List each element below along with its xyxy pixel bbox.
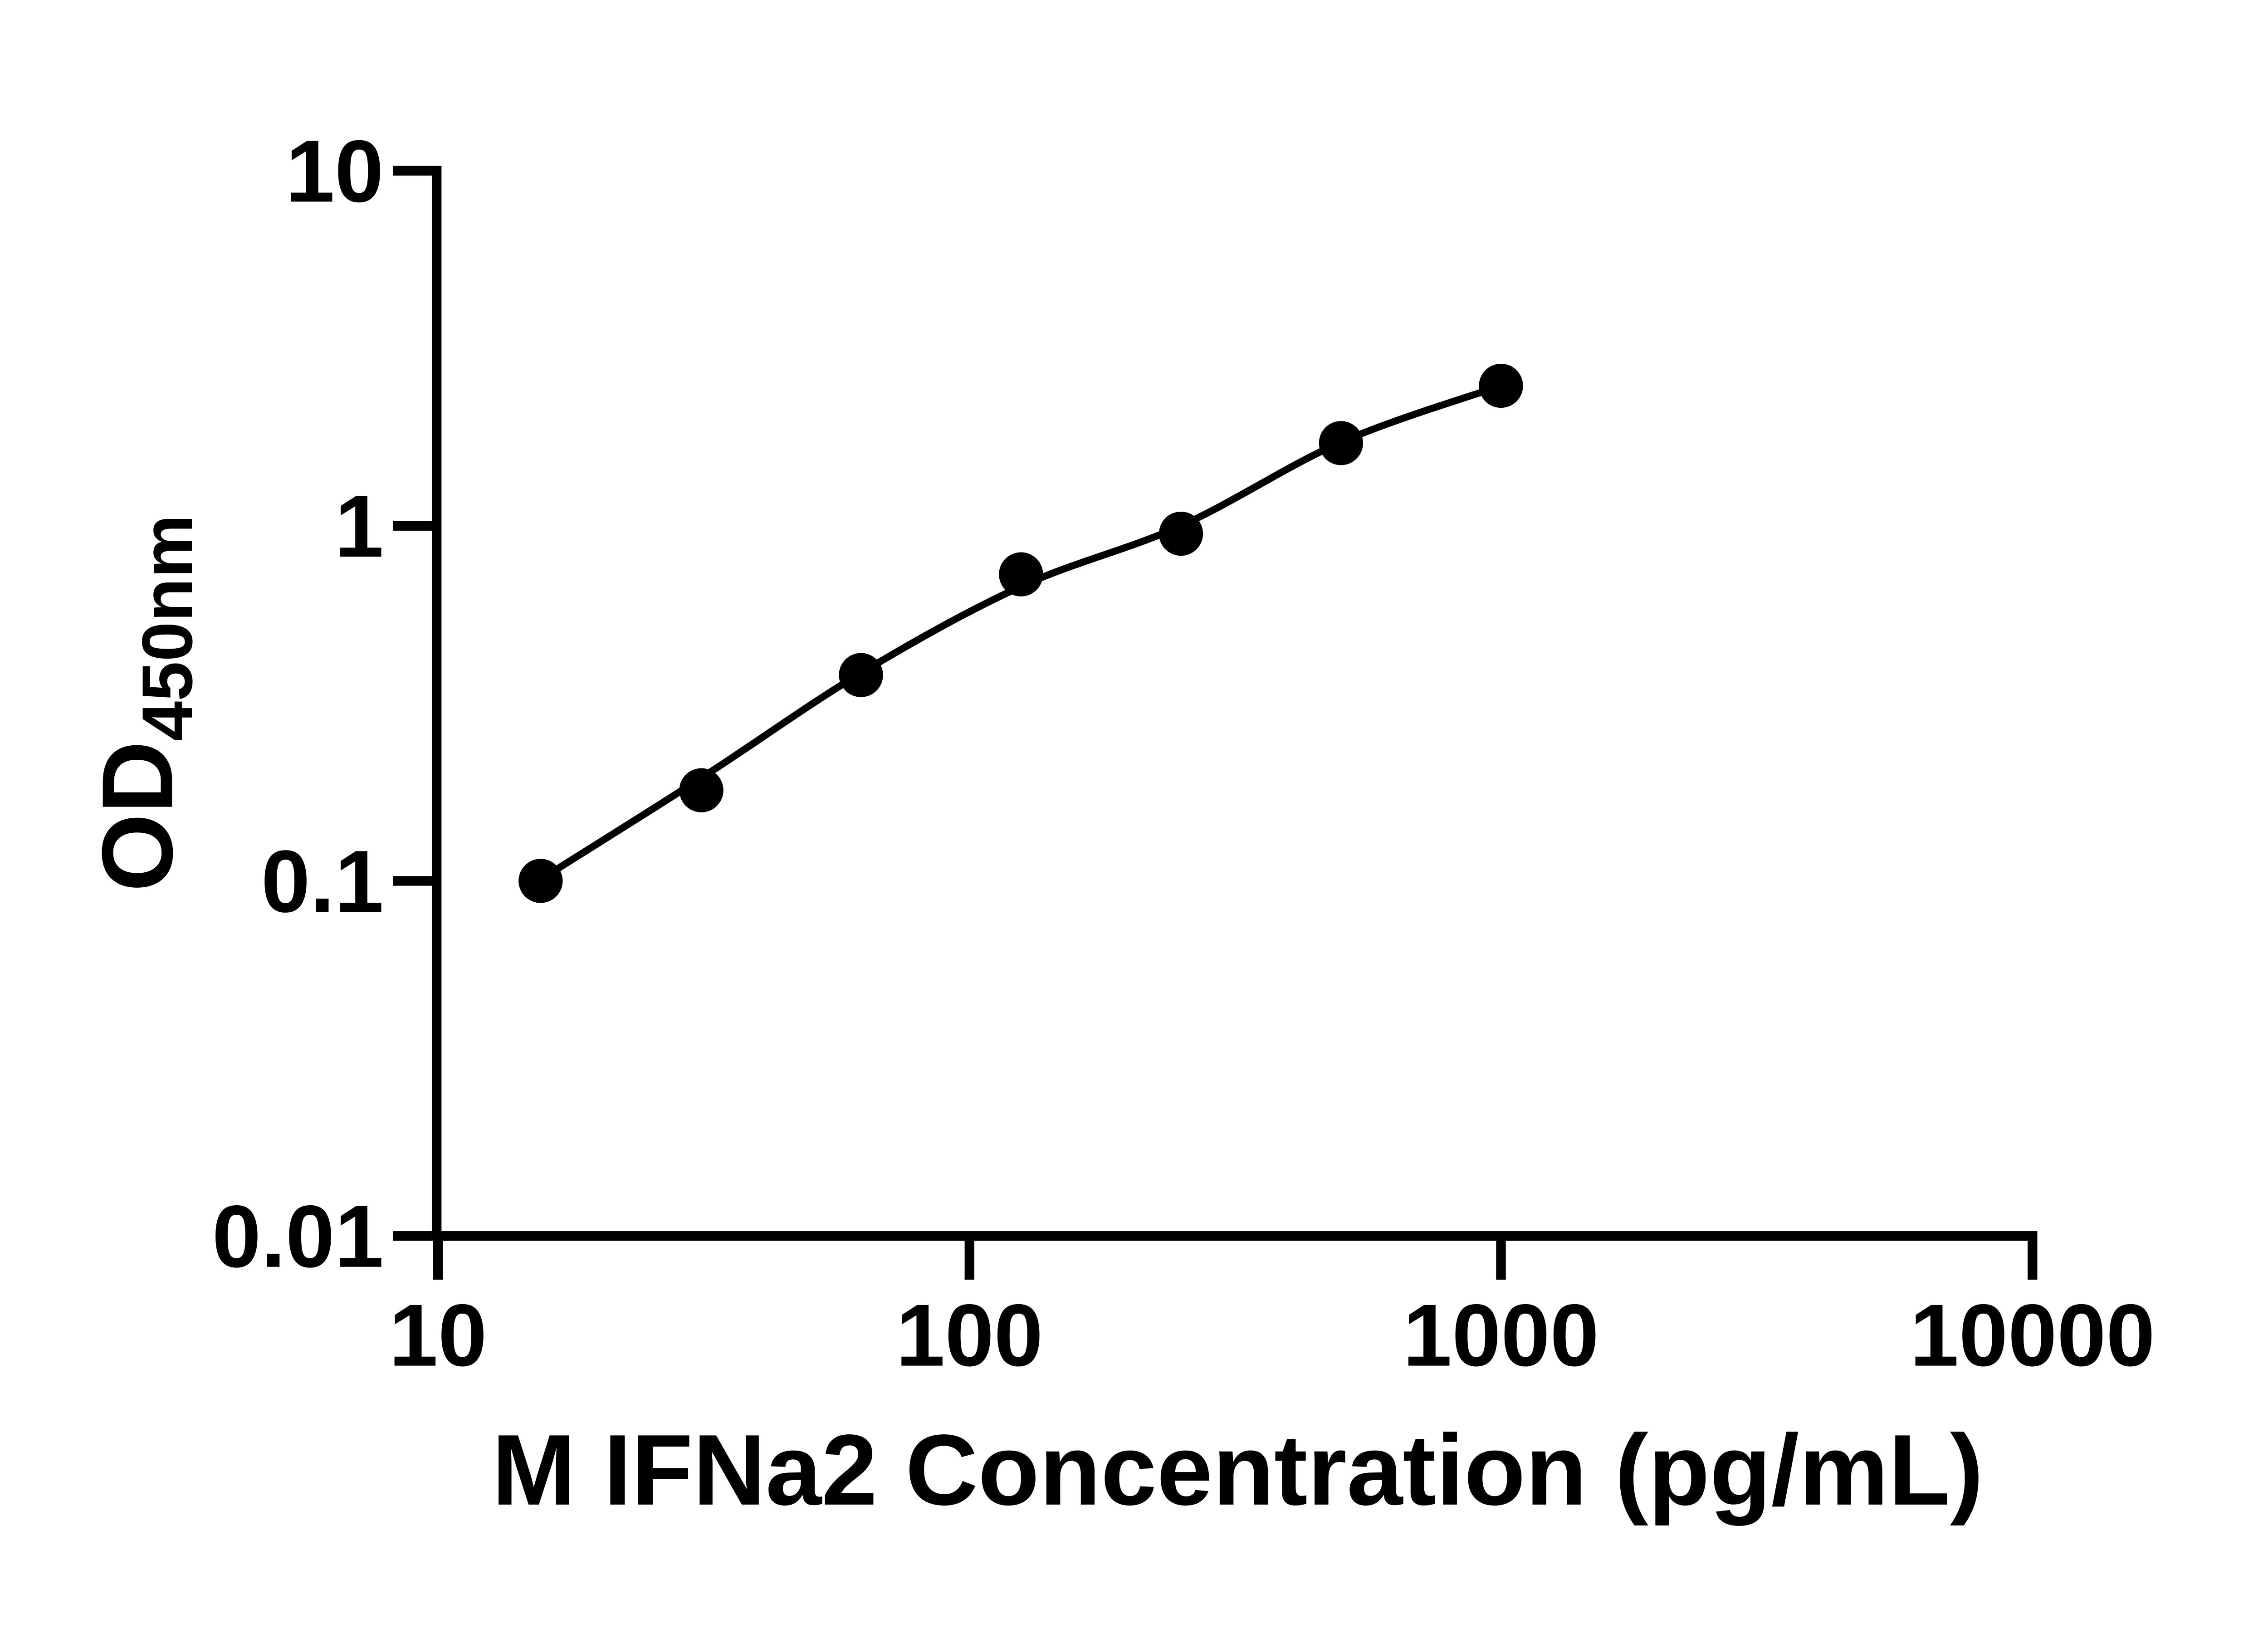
y-tick-label-0.01: 0.01 (212, 1188, 384, 1286)
data-point-31.3pg (679, 768, 723, 812)
x-axis-title: M IFNa2 Concentration (pg/mL) (492, 1413, 1983, 1526)
y-tick-mark-0.01 (393, 1231, 432, 1241)
y-tick-label-0.1: 0.1 (261, 832, 384, 931)
x-tick-mark-10 (433, 1241, 443, 1280)
x-tick-label-10: 10 (389, 1286, 487, 1385)
data-point-500pg (1319, 421, 1363, 465)
plot-area (393, 166, 2038, 1280)
x-axis-line (431, 1231, 2038, 1241)
x-tick-mark-100 (964, 1241, 974, 1280)
axes (393, 166, 2038, 1280)
y-axis-title: OD450nm (81, 514, 207, 892)
data-point-250pg (1158, 511, 1203, 556)
y-tick-label-1: 1 (335, 477, 384, 576)
fit-curve (537, 382, 1505, 883)
data-point-1000pg (1479, 363, 1523, 408)
x-tick-mark-1000 (1496, 1241, 1506, 1280)
x-tick-label-100: 100 (896, 1286, 1043, 1385)
y-tick-label-10: 10 (286, 122, 384, 220)
fit-curve-path (537, 382, 1505, 883)
y-axis-spine (431, 166, 442, 1241)
data-point-15.6pg (518, 859, 563, 903)
y-axis-tick-labels: 10 1 0.1 0.01 (212, 122, 384, 1286)
x-tick-label-1000: 1000 (1403, 1286, 1599, 1385)
y-axis-title-subscript: 450nm (127, 514, 207, 741)
y-tick-mark-1 (393, 521, 432, 531)
data-points (518, 363, 1523, 903)
x-axis-tick-labels: 10 100 1000 10000 (389, 1286, 2155, 1385)
data-point-125pg (999, 552, 1043, 596)
x-tick-label-10000: 10000 (1910, 1286, 2155, 1385)
y-tick-mark-0.1 (393, 876, 432, 886)
y-axis-title-main: OD (81, 741, 193, 892)
y-tick-mark-10 (393, 166, 432, 176)
data-point-62.5pg (839, 653, 883, 697)
x-tick-mark-10000 (2028, 1241, 2038, 1280)
